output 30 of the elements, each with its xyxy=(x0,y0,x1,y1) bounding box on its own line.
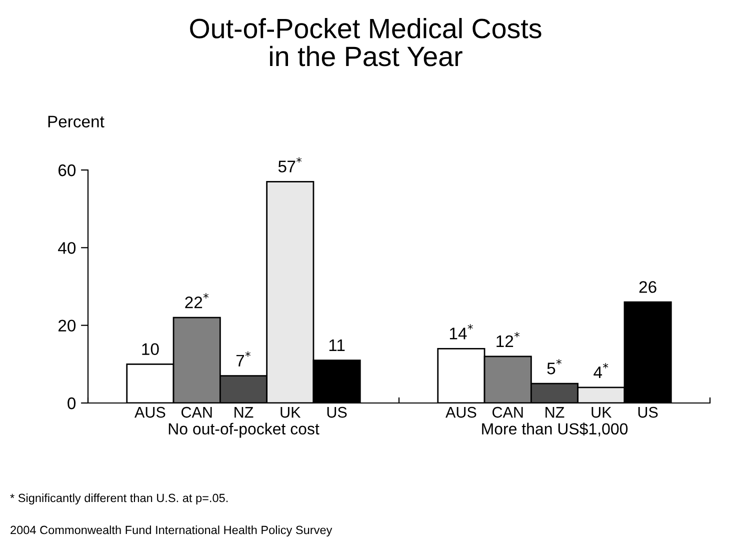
data-label: 7$^{*}$ xyxy=(236,351,250,366)
data-label: 5$^{*}$ xyxy=(547,359,562,374)
text: 2004 Commonwealth Fund International Health Policy Survey xyxy=(10,525,332,537)
series-label: US xyxy=(327,406,347,418)
data-label: 22$^{*}$ xyxy=(185,293,209,308)
y-tick-label: 40 xyxy=(58,242,76,254)
y-tick-label: 0 xyxy=(68,397,76,410)
data-label: 57$^{*}$ xyxy=(278,157,302,172)
data-label: 4$^{*}$ xyxy=(594,363,608,378)
x-tick-label: No out-of-pocket cost xyxy=(168,422,320,438)
text: US xyxy=(638,406,658,418)
y-tick-label: 20 xyxy=(58,320,76,332)
data-label: 12$^{*}$ xyxy=(496,332,520,347)
text: CAN xyxy=(492,406,523,418)
data-label: 11 xyxy=(329,340,345,351)
data-label: 10 xyxy=(142,343,159,356)
series-label: UK xyxy=(280,407,301,418)
data-label: 14$^{*}$ xyxy=(450,324,473,340)
series-label: NZ xyxy=(234,407,254,418)
data-label: 26 xyxy=(639,281,656,293)
series-label: AUS xyxy=(134,406,166,418)
x-tick-label: More than US$1,000 xyxy=(482,422,628,436)
y-axis-title: Percent xyxy=(48,116,104,128)
text: * Significantly different than U.S. at p=.05. xyxy=(10,493,228,505)
text: NZ xyxy=(546,407,564,418)
chart-title: Out-of-Pocket Medical Costs in the Past Year xyxy=(190,18,542,66)
text: AUS xyxy=(446,406,476,418)
text: UK xyxy=(592,407,612,418)
series-label: CAN xyxy=(181,406,212,418)
y-tick-label: 60 xyxy=(58,164,76,176)
